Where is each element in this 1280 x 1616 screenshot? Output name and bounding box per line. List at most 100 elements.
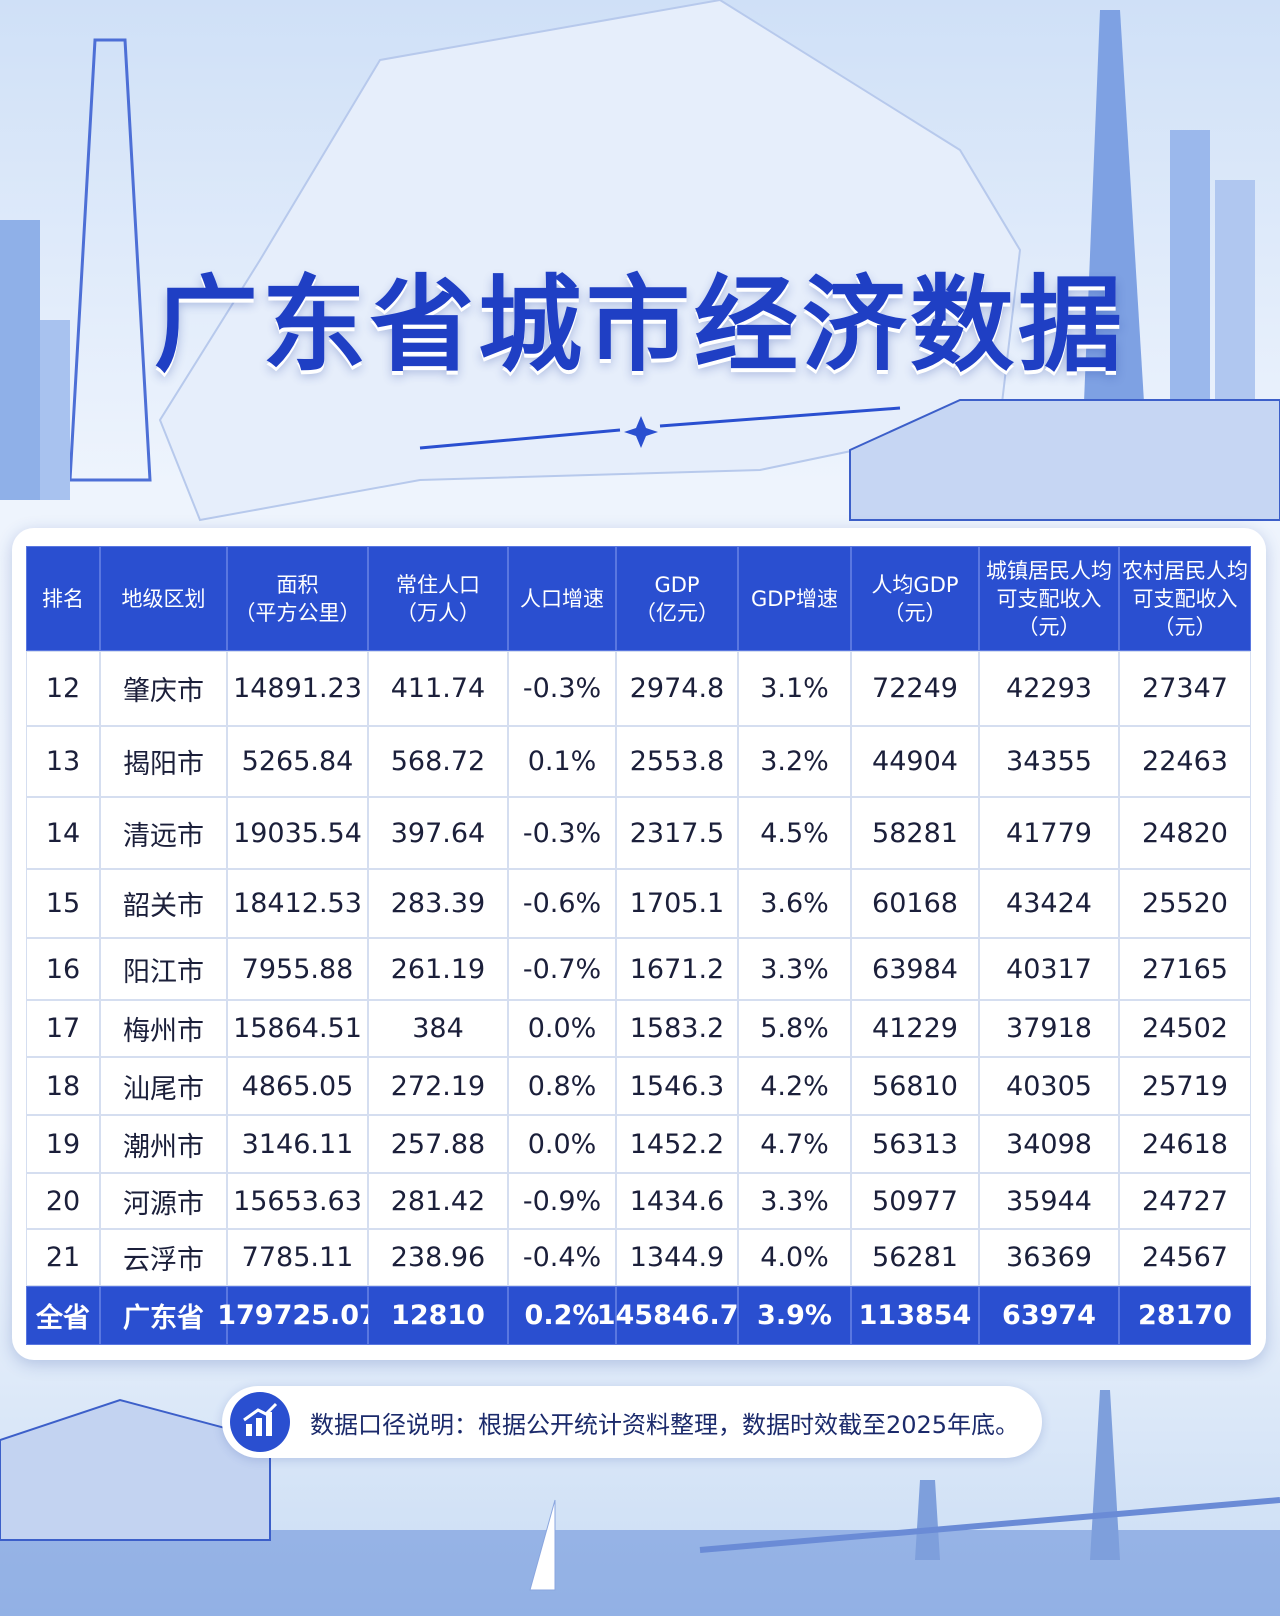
table-cell: 肇庆市	[100, 651, 227, 726]
table-cell: 2974.8	[616, 651, 738, 726]
table-cell: 18	[26, 1057, 100, 1115]
table-cell: 3.3%	[738, 938, 851, 1000]
header-text: 可支配收入	[1132, 586, 1238, 611]
table-cell: 56810	[851, 1057, 979, 1115]
table-cell: 24502	[1119, 1000, 1251, 1057]
header-cell: 人均GDP （元）	[851, 546, 979, 651]
table-cell: 34098	[979, 1115, 1119, 1173]
table-cell: 1546.3	[616, 1057, 738, 1115]
table-cell: 257.88	[368, 1115, 508, 1173]
table-cell: 清远市	[100, 797, 227, 869]
table-cell: 261.19	[368, 938, 508, 1000]
table-cell: 44904	[851, 726, 979, 797]
table-cell: 5.8%	[738, 1000, 851, 1057]
header-text: 人口增速	[520, 586, 604, 611]
table-cell: 72249	[851, 651, 979, 726]
table-cell: 1434.6	[616, 1173, 738, 1229]
table-cell: 3.3%	[738, 1173, 851, 1229]
header-cell: 常住人口 （万人）	[368, 546, 508, 651]
table-cell: 41229	[851, 1000, 979, 1057]
tower	[68, 38, 152, 482]
table-cell: 0.0%	[508, 1115, 616, 1173]
bridge-tower	[915, 1390, 1120, 1560]
table-cell: 15	[26, 869, 100, 938]
table-cell: 14891.23	[227, 651, 368, 726]
table-cell: 281.42	[368, 1173, 508, 1229]
table-cell: 19	[26, 1115, 100, 1173]
table-cell: -0.6%	[508, 869, 616, 938]
table-cell: 41779	[979, 797, 1119, 869]
table-cell: 18412.53	[227, 869, 368, 938]
table-cell: 22463	[1119, 726, 1251, 797]
table-cell: 34355	[979, 726, 1119, 797]
table-cell: 60168	[851, 869, 979, 938]
table-cell: 35944	[979, 1173, 1119, 1229]
table-cell: 411.74	[368, 651, 508, 726]
note-text: 数据口径说明：根据公开统计资料整理，数据时效截至2025年底。	[310, 1410, 1020, 1439]
header-text: GDP	[654, 572, 700, 597]
table-cell: 56281	[851, 1229, 979, 1286]
header-text: （万人）	[396, 600, 480, 625]
table-cell: 272.19	[368, 1057, 508, 1115]
total-cell: 3.9%	[738, 1286, 851, 1345]
table-cell: 25719	[1119, 1057, 1251, 1115]
header-text: GDP增速	[750, 586, 839, 611]
header-cell: 人口增速	[508, 546, 616, 651]
header-text: （元）	[1017, 614, 1081, 639]
header-text: （亿元）	[635, 600, 719, 625]
table-cell: 揭阳市	[100, 726, 227, 797]
palace	[849, 399, 1280, 521]
table-cell: 汕尾市	[100, 1057, 227, 1115]
table-cell: 7955.88	[227, 938, 368, 1000]
building	[0, 220, 40, 500]
table-cell: 20	[26, 1173, 100, 1229]
table-cell: -0.4%	[508, 1229, 616, 1286]
header-text: 人均GDP	[871, 572, 959, 597]
header-text: 排名	[42, 586, 84, 611]
table-cell: 50977	[851, 1173, 979, 1229]
table-cell: 4865.05	[227, 1057, 368, 1115]
table-cell: -0.3%	[508, 651, 616, 726]
table-cell: 17	[26, 1000, 100, 1057]
table-cell: 58281	[851, 797, 979, 869]
table-cell: 韶关市	[100, 869, 227, 938]
table-cell: 43424	[979, 869, 1119, 938]
table-cell: 384	[368, 1000, 508, 1057]
header-cell: 城镇居民人均 可支配收入 （元）	[979, 546, 1119, 651]
table-cell: 2317.5	[616, 797, 738, 869]
table-cell: 19035.54	[227, 797, 368, 869]
bridge-deck	[699, 1497, 1280, 1553]
title: 广东省城市经济数据	[153, 264, 1126, 386]
table-cell: 4.2%	[738, 1057, 851, 1115]
table-cell: 阳江市	[100, 938, 227, 1000]
table-cell: 40317	[979, 938, 1119, 1000]
header-cell: 农村居民人均 可支配收入 （元）	[1119, 546, 1251, 651]
table-cell: 25520	[1119, 869, 1251, 938]
table-cell: 河源市	[100, 1173, 227, 1229]
table-cell: 4.0%	[738, 1229, 851, 1286]
total-cell: 12810	[368, 1286, 508, 1345]
map-outline	[158, 0, 1022, 522]
header-text: 地级区划	[121, 586, 206, 611]
header-text: 可支配收入	[996, 586, 1102, 611]
table-cell: 12	[26, 651, 100, 726]
table-cell: -0.9%	[508, 1173, 616, 1229]
table-cell: 4.5%	[738, 797, 851, 869]
table-cell: 5265.84	[227, 726, 368, 797]
table-cell: 238.96	[368, 1229, 508, 1286]
table-cell: 0.1%	[508, 726, 616, 797]
table-cell: 潮州市	[100, 1115, 227, 1173]
table-cell: 7785.11	[227, 1229, 368, 1286]
table-cell: 云浮市	[100, 1229, 227, 1286]
table-cell: 4.7%	[738, 1115, 851, 1173]
table-cell: 3.1%	[738, 651, 851, 726]
total-cell: 113854	[851, 1286, 979, 1345]
note-icon	[230, 1392, 290, 1452]
header-text: 常住人口	[396, 572, 480, 597]
table-cell: 397.64	[368, 797, 508, 869]
table-cell: 梅州市	[100, 1000, 227, 1057]
total-cell: 179725.07	[217, 1286, 378, 1345]
table-cell: 42293	[979, 651, 1119, 726]
table-cell: 3146.11	[227, 1115, 368, 1173]
header-cell: 排名	[26, 546, 100, 651]
